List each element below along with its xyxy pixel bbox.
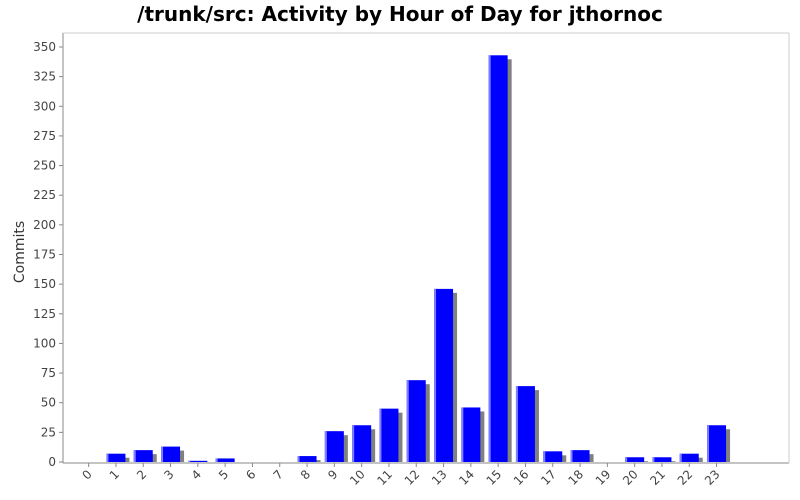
x-tick-label: 9 <box>325 467 340 482</box>
y-tick-label: 300 <box>33 99 56 113</box>
y-tick-label: 50 <box>41 396 56 410</box>
bar <box>515 386 535 462</box>
x-tick-label: 8 <box>298 467 313 482</box>
x-tick-label: 6 <box>243 467 258 482</box>
x-tick-label: 1 <box>107 467 122 482</box>
bar <box>434 288 454 462</box>
bar-highlight <box>188 460 191 462</box>
x-tick-label: 18 <box>565 467 586 488</box>
bar-highlight <box>161 446 164 462</box>
x-tick-label: 2 <box>134 467 149 482</box>
bar-highlight <box>543 451 546 462</box>
bar <box>379 408 399 462</box>
x-tick-label: 23 <box>702 467 723 488</box>
x-tick-label: 17 <box>538 467 559 488</box>
bar-highlight <box>515 386 518 462</box>
x-tick-label: 4 <box>189 467 204 482</box>
y-tick-label: 25 <box>41 425 56 439</box>
bar-highlight <box>488 55 491 463</box>
x-tick-label: 0 <box>79 467 94 482</box>
x-tick-label: 20 <box>620 467 641 488</box>
bar-highlight <box>434 288 437 462</box>
bar <box>297 456 317 462</box>
x-tick-label: 19 <box>593 467 614 488</box>
y-tick-label: 125 <box>33 307 56 321</box>
bar <box>488 55 508 463</box>
y-tick-label: 225 <box>33 188 56 202</box>
bar-highlight <box>707 425 710 462</box>
x-tick-label: 12 <box>402 467 423 488</box>
bar-highlight <box>133 450 136 462</box>
y-tick-label: 250 <box>33 159 56 173</box>
x-tick-label: 22 <box>675 467 696 488</box>
bar-highlight <box>297 456 300 462</box>
y-axis-label: Commits <box>12 221 28 283</box>
bar-highlight <box>625 457 628 462</box>
x-tick-label: 16 <box>511 467 532 488</box>
y-tick-label: 200 <box>33 218 56 232</box>
bar <box>106 453 126 462</box>
bar-highlight <box>106 453 109 462</box>
bar <box>188 460 208 462</box>
y-tick-label: 325 <box>33 70 56 84</box>
bar <box>625 457 645 462</box>
plot-area: 0255075100125150175200225250275300325350… <box>33 32 790 488</box>
bar-highlight <box>679 453 682 462</box>
bar <box>543 451 563 462</box>
bar <box>679 453 699 462</box>
x-tick-label: 15 <box>484 467 505 488</box>
bar <box>324 431 344 462</box>
y-tick-label: 75 <box>41 366 56 380</box>
bar-highlight <box>406 380 409 462</box>
bar-highlight <box>352 425 355 462</box>
bar-highlight <box>652 457 655 462</box>
y-tick-label: 275 <box>33 129 56 143</box>
x-tick-label: 7 <box>271 467 286 482</box>
x-tick-label: 3 <box>161 467 176 482</box>
bar <box>707 425 727 462</box>
x-tick-label: 10 <box>347 467 368 488</box>
bar <box>461 407 481 462</box>
x-tick-label: 21 <box>647 467 668 488</box>
bar-highlight <box>324 431 327 462</box>
bar <box>352 425 372 462</box>
bar <box>161 446 181 462</box>
bar-highlight <box>570 450 573 462</box>
x-tick-label: 14 <box>456 467 477 488</box>
bar-highlight <box>215 458 218 462</box>
y-tick-label: 150 <box>33 277 56 291</box>
x-tick-label: 13 <box>429 467 450 488</box>
bar-highlight <box>461 407 464 462</box>
y-tick-label: 100 <box>33 336 56 350</box>
x-tick-label: 11 <box>374 467 395 488</box>
bar <box>215 458 235 462</box>
chart-title: /trunk/src: Activity by Hour of Day for … <box>137 2 663 26</box>
bar-highlight <box>379 408 382 462</box>
x-tick-label: 5 <box>216 467 231 482</box>
y-tick-label: 175 <box>33 248 56 262</box>
y-tick-label: 0 <box>48 455 56 469</box>
y-tick-label: 350 <box>33 40 56 54</box>
bar <box>570 450 590 462</box>
bar <box>406 380 426 462</box>
bar <box>652 457 672 462</box>
bar <box>133 450 153 462</box>
